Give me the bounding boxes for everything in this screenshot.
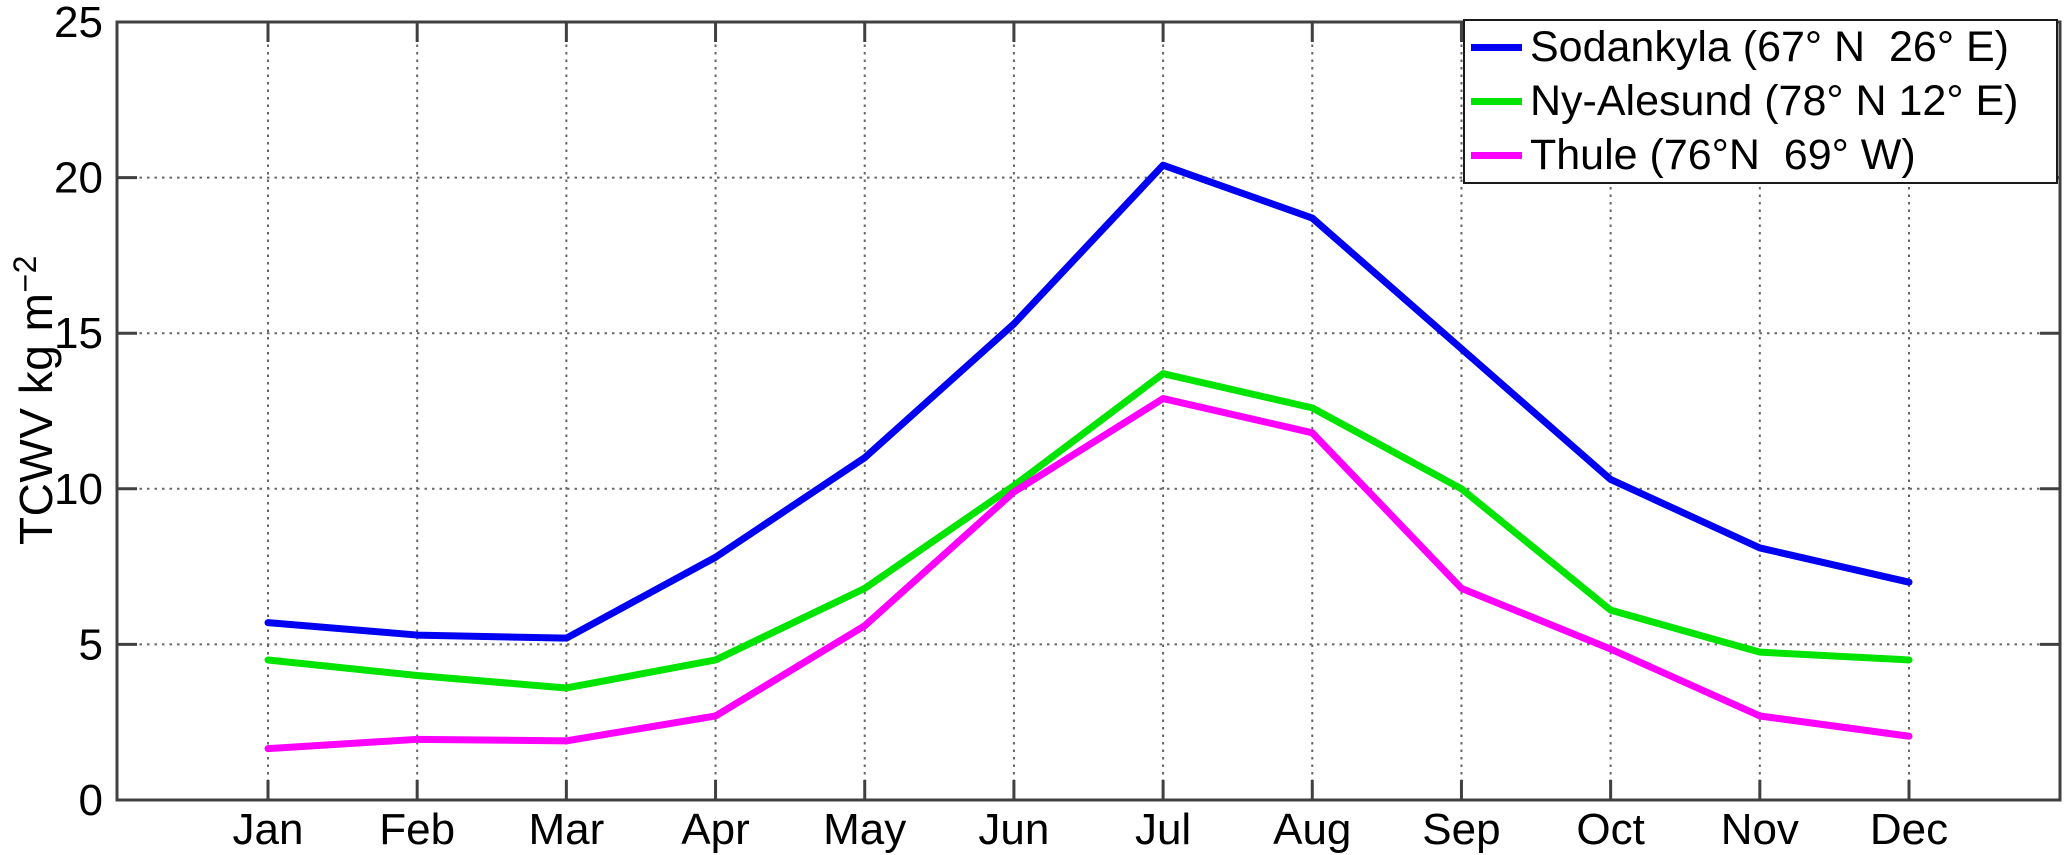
x-tick-label-jan: Jan xyxy=(233,805,304,854)
legend-label-thule: Thule (76°N 69° W) xyxy=(1530,130,1916,179)
x-tick-label-jul: Jul xyxy=(1135,805,1191,854)
y-tick-label-15: 15 xyxy=(54,309,103,358)
x-tick-label-aug: Aug xyxy=(1273,805,1351,854)
y-axis-title-text: TCWV kg m xyxy=(10,292,62,545)
legend-line-ny-alesund xyxy=(1471,98,1522,105)
legend-item-ny-alesund: Ny-Alesund (78° N 12° E) xyxy=(1465,75,2056,129)
y-tick-label-10: 10 xyxy=(54,465,103,514)
x-tick-label-mar: Mar xyxy=(528,805,604,854)
x-tick-label-feb: Feb xyxy=(379,805,455,854)
legend-line-sodankyla xyxy=(1471,44,1522,52)
series-line-sodankyla xyxy=(264,161,1913,642)
legend-item-sodankyla: Sodankyla (67° N 26° E) xyxy=(1465,21,2056,75)
y-tick-label-25: 25 xyxy=(54,0,103,47)
legend-line-thule xyxy=(1471,151,1522,159)
plot-border xyxy=(115,20,2062,802)
y-axis-title: TCWV kg m−2 xyxy=(7,255,63,545)
legend-item-thule: Thule (76°N 69° W) xyxy=(1465,128,2056,182)
legend-label-ny-alesund: Ny-Alesund (78° N 12° E) xyxy=(1530,77,2019,125)
x-tick-label-sep: Sep xyxy=(1422,805,1500,854)
x-tick-label-dec: Dec xyxy=(1870,805,1948,854)
y-tick-label-0: 0 xyxy=(79,776,103,825)
x-tick-label-may: May xyxy=(823,805,906,854)
x-tick-label-nov: Nov xyxy=(1721,805,1799,854)
y-tick-label-20: 20 xyxy=(54,154,103,203)
x-tick-label-apr: Apr xyxy=(681,805,749,854)
series-line-ny-alesund xyxy=(264,370,1913,692)
x-tick-label-oct: Oct xyxy=(1576,805,1644,854)
series-line-thule xyxy=(264,395,1913,753)
y-tick-label-5: 5 xyxy=(79,620,103,669)
legend-label-sodankyla: Sodankyla (67° N 26° E) xyxy=(1530,23,2009,72)
x-tick-label-jun: Jun xyxy=(978,805,1049,854)
legend: Sodankyla (67° N 26° E) Ny-Alesund (78° … xyxy=(1463,19,2058,184)
y-axis-title-exponent: −2 xyxy=(7,255,43,293)
